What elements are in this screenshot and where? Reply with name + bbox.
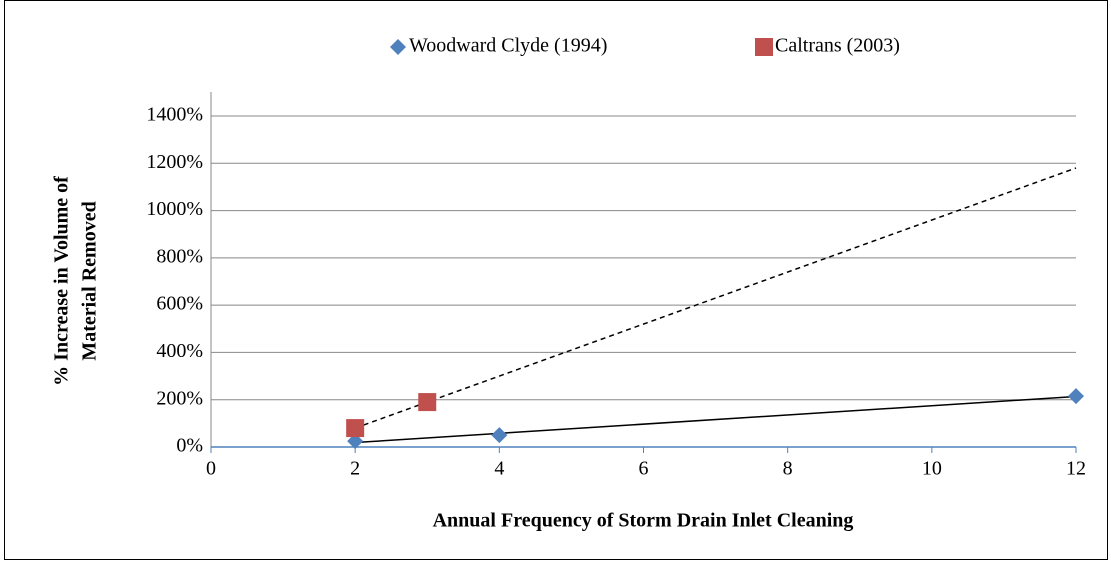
x-tick-label: 6: [639, 458, 649, 480]
x-tick-label: 4: [494, 458, 504, 480]
y-tick-label: 400%: [156, 340, 203, 362]
legend-marker: [755, 38, 773, 56]
x-tick-label: 12: [1066, 458, 1086, 480]
y-tick-label: 0%: [176, 435, 203, 457]
y-tick-label: 200%: [156, 387, 203, 409]
data-point: [491, 427, 508, 444]
y-axis-title: % Increase in Volume of: [51, 176, 73, 386]
legend-label: Woodward Clyde (1994): [409, 35, 607, 57]
y-tick-label: 1200%: [146, 151, 203, 173]
trendline: [354, 167, 1077, 429]
y-tick-label: 600%: [156, 293, 203, 315]
legend-label: Caltrans (2003): [775, 35, 900, 57]
y-tick-label: 1400%: [146, 104, 203, 126]
data-point: [346, 419, 365, 438]
x-tick-label: 10: [922, 458, 942, 480]
data-point: [1068, 388, 1084, 405]
data-point: [418, 393, 437, 412]
x-axis-title: Annual Frequency of Storm Drain Inlet Cl…: [433, 510, 854, 532]
trendline: [355, 395, 1077, 444]
chart-frame: [4, 0, 1108, 560]
y-tick-label: 800%: [156, 245, 203, 267]
y-tick-label: 1000%: [146, 198, 203, 220]
x-tick-label: 0: [206, 458, 216, 480]
x-tick-label: 8: [783, 458, 793, 480]
x-tick-label: 2: [350, 458, 360, 480]
legend-marker: [390, 39, 406, 55]
y-axis-title: Material Removed: [79, 201, 101, 360]
data-point: [347, 433, 364, 450]
